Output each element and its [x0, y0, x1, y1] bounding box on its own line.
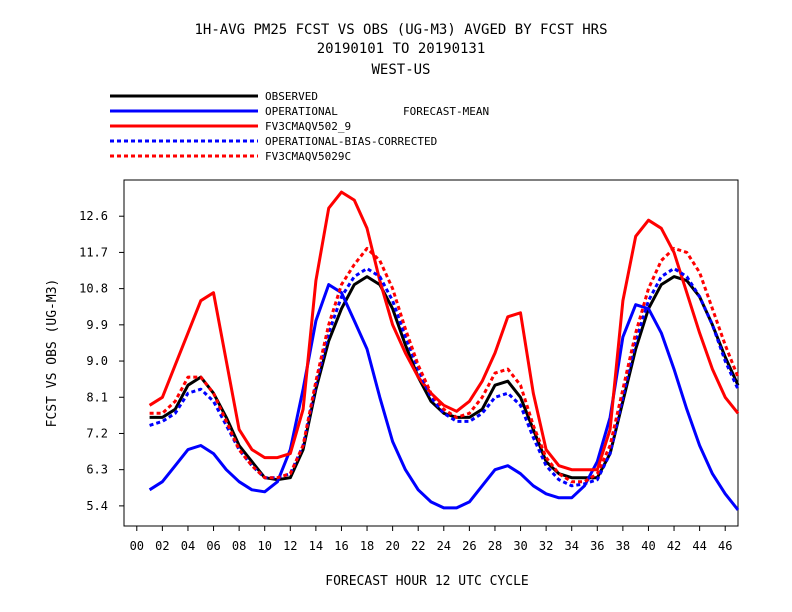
legend-forecast-mean: FORECAST-MEAN: [403, 105, 489, 118]
x-tick-label: 32: [539, 539, 553, 553]
x-tick-label: 36: [590, 539, 604, 553]
x-tick-label: 22: [411, 539, 425, 553]
x-tick-label: 44: [692, 539, 706, 553]
series-line-fv3cmaqv502_9: [148, 190, 740, 472]
series-group: [148, 190, 740, 511]
series-line-operational: [148, 283, 740, 511]
x-tick-label: 16: [334, 539, 348, 553]
y-tick-label: 6.3: [86, 463, 108, 477]
x-tick-label: 04: [181, 539, 195, 553]
x-tick-label: 12: [283, 539, 297, 553]
y-tick-label: 11.7: [79, 245, 108, 259]
x-tick-label: 28: [488, 539, 502, 553]
x-tick-label: 42: [667, 539, 681, 553]
x-tick-label: 34: [564, 539, 578, 553]
y-tick-label: 9.0: [86, 354, 108, 368]
x-tick-label: 40: [641, 539, 655, 553]
legend: OBSERVED OPERATIONAL FV3CMAQV502_9 OPERATIO…: [110, 90, 437, 163]
x-tick-label: 26: [462, 539, 476, 553]
y-tick-label: 7.2: [86, 426, 108, 440]
y-tick-label: 8.1: [86, 390, 108, 404]
series-line-operational-bias-corrected: [149, 267, 740, 488]
y-tick-label: 12.6: [79, 209, 108, 223]
x-tick-label: 46: [718, 539, 732, 553]
x-tick-label: 18: [360, 539, 374, 553]
y-tick-label: 9.9: [86, 318, 108, 332]
chart-title: 1H-AVG PM25 FCST VS OBS (UG-M3) AVGED BY…: [194, 22, 607, 38]
x-tick-label: 20: [385, 539, 399, 553]
y-tick-label: 10.8: [79, 282, 108, 296]
legend-label: OPERATIONAL: [265, 105, 338, 118]
series-line-fv3cmaqv5029c: [149, 246, 740, 484]
x-axis: 00 02 04 06 08 10 12 14 16 18 20 22 24 26 28 30 32 34 36 38…: [130, 526, 732, 553]
chart-region: WEST-US: [371, 62, 430, 78]
legend-label: FV3CMAQV5029C: [265, 150, 351, 163]
plot-frame: [123, 179, 739, 527]
x-tick-label: 08: [232, 539, 246, 553]
x-axis-label: FORECAST HOUR 12 UTC CYCLE: [325, 574, 529, 589]
x-tick-label: 00: [130, 539, 144, 553]
x-tick-label: 06: [206, 539, 220, 553]
x-tick-label: 30: [513, 539, 527, 553]
x-tick-label: 24: [437, 539, 451, 553]
x-tick-label: 02: [155, 539, 169, 553]
x-tick-label: 38: [616, 539, 630, 553]
legend-label: FV3CMAQV502_9: [265, 120, 351, 133]
x-tick-label: 10: [257, 539, 271, 553]
y-axis-label: FCST VS OBS (UG-M3): [45, 279, 60, 428]
legend-label: OBSERVED: [265, 90, 318, 103]
chart-subtitle: 20190101 TO 20190131: [317, 41, 486, 57]
series-line-observed: [149, 275, 740, 482]
y-tick-label: 5.4: [86, 499, 108, 513]
x-tick-label: 14: [309, 539, 323, 553]
y-axis: 5.4 6.3 7.2 8.1 9.0 9.9 10.8 11.7 12.6: [79, 209, 124, 513]
legend-label: OPERATIONAL-BIAS-CORRECTED: [265, 135, 437, 148]
